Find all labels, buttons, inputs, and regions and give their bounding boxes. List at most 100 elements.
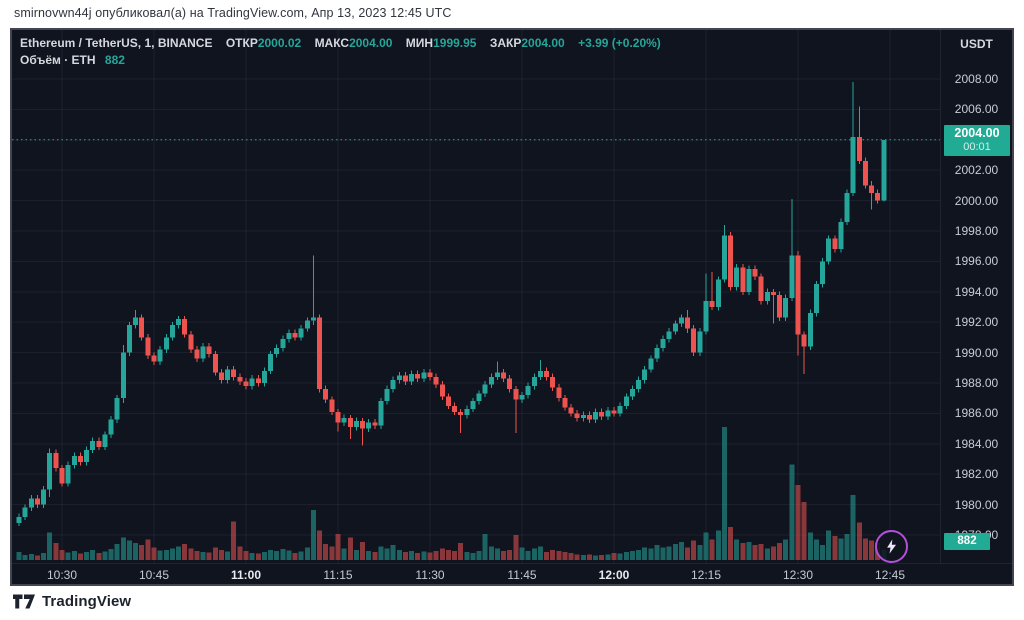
time-tick-label: 11:00 bbox=[230, 568, 262, 582]
volume-bar bbox=[225, 551, 231, 560]
tradingview-logo-icon bbox=[13, 594, 35, 609]
volume-bar bbox=[335, 533, 341, 560]
price-tick-label: 1996.00 bbox=[954, 254, 999, 269]
volume-bar bbox=[65, 552, 71, 560]
candle-body bbox=[770, 291, 776, 295]
volume-bar bbox=[826, 530, 832, 560]
candle-body bbox=[599, 411, 605, 417]
candle-body bbox=[84, 449, 90, 463]
candle-body bbox=[758, 276, 764, 301]
candle-body bbox=[268, 354, 274, 371]
candle-body bbox=[734, 267, 740, 288]
candle-body bbox=[525, 386, 531, 396]
volume-bar bbox=[433, 550, 439, 560]
candle-body bbox=[16, 516, 22, 523]
high-value: 2004.00 bbox=[349, 36, 393, 50]
volume-bar bbox=[820, 545, 826, 560]
volume-bar bbox=[421, 551, 427, 560]
fast-reaction-button[interactable] bbox=[875, 530, 908, 563]
volume-bar bbox=[163, 549, 169, 560]
change-value: +3.99 (+0.20%) bbox=[578, 36, 661, 50]
candle-body bbox=[869, 185, 875, 193]
candle-body bbox=[482, 384, 488, 394]
candle-body bbox=[703, 300, 709, 332]
volume-bar bbox=[531, 548, 537, 560]
candle-body bbox=[353, 421, 359, 428]
candle-body bbox=[636, 379, 642, 390]
time-tick-label: 12:30 bbox=[782, 568, 814, 582]
volume-bar bbox=[261, 552, 267, 560]
volume-bar bbox=[341, 548, 347, 560]
candle-body bbox=[433, 376, 439, 385]
volume-bar bbox=[378, 546, 384, 560]
volume-bar bbox=[813, 539, 819, 560]
candle-body bbox=[34, 498, 40, 505]
volume-bar bbox=[212, 547, 218, 560]
volume-bar bbox=[482, 533, 488, 560]
candle-body bbox=[310, 317, 316, 321]
candle-body bbox=[163, 337, 169, 350]
candle-body bbox=[145, 337, 151, 356]
candle-body bbox=[237, 376, 243, 382]
candle-body bbox=[875, 193, 881, 201]
candle-body bbox=[182, 319, 188, 335]
volume-bar bbox=[850, 495, 856, 560]
volume-bar bbox=[801, 502, 807, 560]
tradingview-logo-text: TradingView bbox=[42, 593, 132, 610]
candle-body bbox=[206, 346, 212, 355]
price-tick-label: 1990.00 bbox=[954, 345, 999, 360]
candle-body bbox=[286, 332, 292, 339]
candle-body bbox=[59, 468, 65, 484]
volume-bar bbox=[84, 552, 90, 560]
candle-body bbox=[678, 317, 684, 324]
candle-body bbox=[501, 372, 507, 379]
candle-body bbox=[71, 455, 77, 466]
volume-bar bbox=[145, 539, 151, 560]
time-tick-label: 11:15 bbox=[323, 568, 353, 582]
volume-bar bbox=[194, 550, 200, 560]
volume-bar bbox=[77, 553, 83, 560]
volume-bar bbox=[685, 547, 691, 560]
candle-body bbox=[329, 399, 335, 412]
chart-legend: Ethereum / TetherUS, 1, BINANCE ОТКР2000… bbox=[20, 35, 661, 69]
volume-bar bbox=[777, 542, 783, 560]
candle-body bbox=[188, 334, 194, 350]
volume-bar bbox=[770, 546, 776, 560]
candle-body bbox=[292, 332, 298, 338]
candle-body bbox=[617, 405, 623, 414]
candle-body bbox=[721, 235, 727, 280]
volume-bar bbox=[139, 545, 145, 560]
volume-bar bbox=[464, 552, 470, 560]
time-axis[interactable]: 10:30 10:45 11:00 11:15 11:30 11:45 12:00 12:15… bbox=[12, 563, 1012, 584]
close-label: ЗАКР bbox=[489, 36, 522, 50]
volume-bar bbox=[721, 427, 727, 560]
volume-bar bbox=[562, 552, 568, 560]
candle-countdown: 00:01 bbox=[963, 141, 991, 153]
volume-bar bbox=[629, 550, 635, 560]
volume-bar bbox=[47, 532, 53, 560]
candle-body bbox=[494, 372, 500, 377]
volume-bar bbox=[237, 546, 243, 560]
time-tick-label: 10:30 bbox=[46, 568, 78, 582]
candle-body bbox=[740, 267, 746, 292]
candle-body bbox=[126, 325, 132, 353]
volume-bar bbox=[488, 546, 494, 560]
candlestick-plot[interactable] bbox=[12, 30, 940, 563]
candle-body bbox=[801, 334, 807, 347]
volume-bar bbox=[34, 555, 40, 560]
tradingview-logo-link[interactable]: TradingView bbox=[13, 593, 131, 610]
volume-bar bbox=[347, 537, 353, 560]
volume-bar bbox=[96, 552, 102, 560]
volume-bar bbox=[402, 552, 408, 560]
candle-body bbox=[384, 389, 390, 402]
volume-bar bbox=[255, 553, 261, 560]
candle-body bbox=[728, 235, 734, 288]
candle-body bbox=[157, 349, 163, 362]
volume-bar bbox=[648, 548, 654, 560]
price-axis[interactable]: USDT 2008.00 2006.00 2004.00 2002.00 2000.00… bbox=[940, 30, 1012, 563]
candle-body bbox=[151, 355, 157, 362]
candle-body bbox=[764, 291, 770, 301]
grid-layer bbox=[12, 30, 940, 563]
volume-bar bbox=[114, 544, 120, 560]
candle-body bbox=[323, 389, 329, 400]
